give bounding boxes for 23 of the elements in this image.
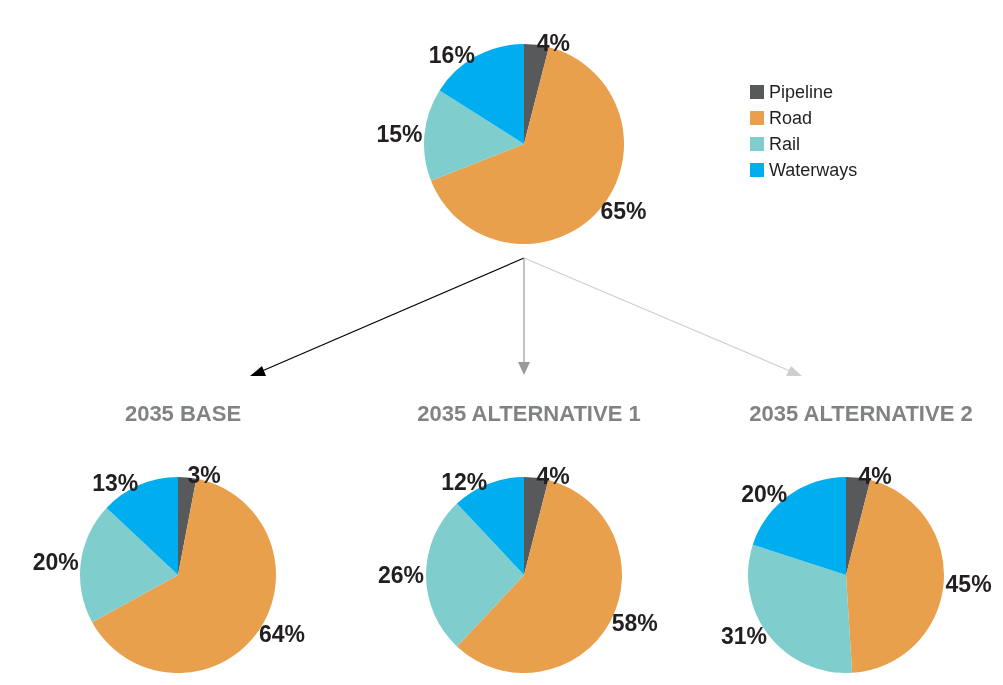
- data-label: 20%: [32, 549, 79, 576]
- data-label: 3%: [187, 462, 221, 489]
- data-label: 65%: [600, 198, 647, 225]
- data-label: 26%: [377, 562, 424, 588]
- chart-title: 2035 ALTERNATIVE 1: [417, 400, 641, 426]
- data-label: 58%: [611, 610, 658, 637]
- legend-label: Rail: [769, 134, 801, 154]
- legend-label: Waterways: [769, 160, 858, 180]
- legend-label: Road: [769, 108, 813, 128]
- data-label: 15%: [376, 121, 423, 148]
- data-label: 4%: [536, 29, 571, 56]
- data-label: 4%: [858, 462, 892, 489]
- data-label: 31%: [720, 623, 767, 650]
- chart-title: 2035 BASE: [124, 400, 242, 426]
- data-label: 4%: [536, 462, 570, 489]
- data-label: 12%: [441, 469, 488, 496]
- data-label: 20%: [741, 481, 788, 508]
- chart-title: 2035 ALTERNATIVE 2: [749, 400, 973, 426]
- data-label: 45%: [945, 571, 992, 598]
- data-label: 13%: [92, 470, 139, 497]
- data-label: 64%: [258, 620, 305, 647]
- legend-label: Pipeline: [769, 82, 834, 102]
- data-label: 16%: [428, 41, 475, 68]
